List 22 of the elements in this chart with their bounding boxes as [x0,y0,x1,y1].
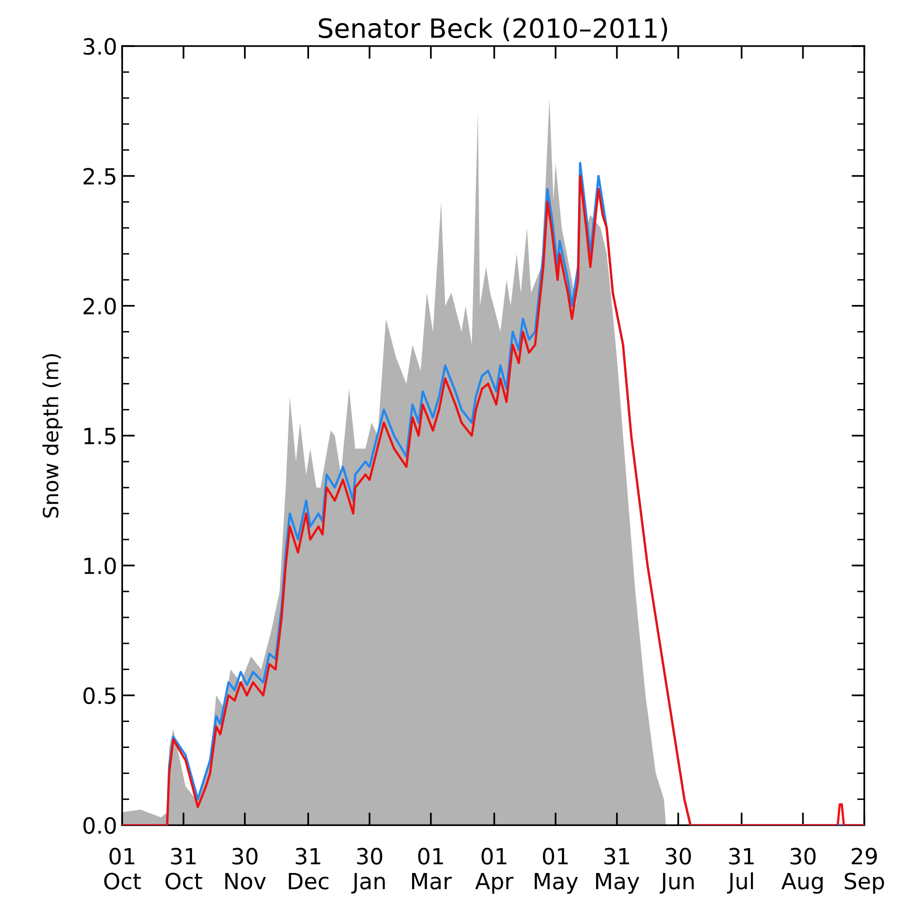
y-tick-label: 0.5 [83,687,116,704]
x-tick-label: 31 Dec [288,848,328,890]
x-tick-label: 30 Jun [660,848,694,894]
y-tick-label: 0.0 [83,817,116,834]
x-tick-label: 01 May [534,848,578,894]
y-tick-label: 3.0 [84,38,116,55]
x-tick-label: 30 Aug [781,848,823,894]
x-tick-label: 31 Oct [166,848,202,890]
y-tick-label: 1.0 [84,557,116,574]
x-tick-label: 30 Nov [225,848,266,890]
x-tick-label: 01 Oct [104,848,141,890]
y-tick-label: 2.5 [84,168,116,185]
x-tick-label: 01 Mar [412,848,452,890]
y-tick-label: 2.0 [84,298,116,315]
x-tick-label: 31 May [596,848,640,894]
y-axis-title: Snow depth (m) [42,354,63,518]
x-tick-label: 31 Jul [727,848,754,894]
chart-title: Senator Beck (2010–2011) [318,18,668,42]
x-tick-label: 01 Apr [475,848,514,894]
x-tick-label: 30 Jan [351,848,385,894]
y-tick-label: 1.5 [84,428,116,444]
x-tick-label: 29 Sep [844,848,884,894]
